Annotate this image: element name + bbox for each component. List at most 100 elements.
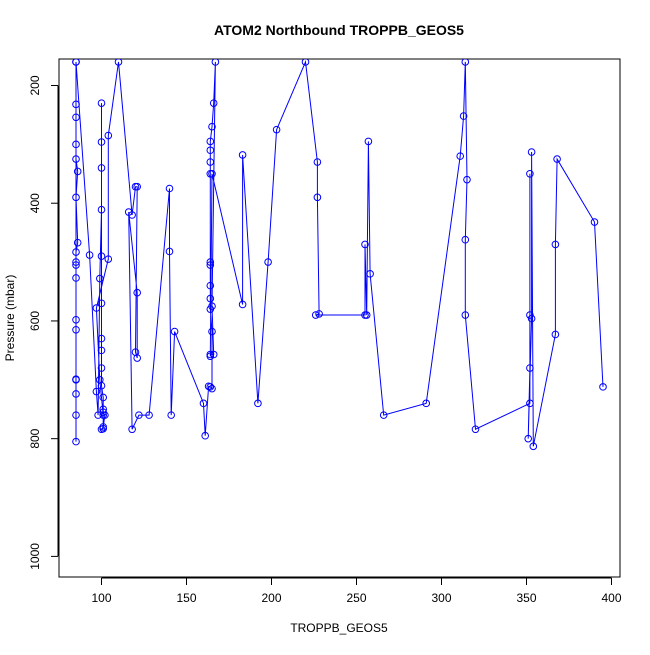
data-point xyxy=(135,411,143,419)
x-axis-label: TROPPB_GEOS5 xyxy=(290,621,388,635)
data-point xyxy=(361,240,369,249)
data-point xyxy=(551,330,560,339)
data-point xyxy=(422,399,431,408)
data-point xyxy=(461,235,470,244)
data-point xyxy=(366,270,374,278)
data-point xyxy=(73,238,82,247)
data-point xyxy=(301,59,310,66)
data-point xyxy=(599,383,607,391)
data-point xyxy=(471,425,480,434)
data-point xyxy=(97,299,106,308)
data-point xyxy=(97,334,106,343)
data-point xyxy=(72,315,80,324)
data-point xyxy=(461,311,470,319)
data-point xyxy=(97,205,106,214)
data-point xyxy=(97,364,106,372)
x-tick-label: 350 xyxy=(516,591,536,605)
data-point xyxy=(165,184,174,193)
data-point xyxy=(272,125,281,134)
data-point xyxy=(206,261,215,269)
data-point xyxy=(99,393,107,402)
data-point xyxy=(99,424,107,433)
data-point xyxy=(529,442,538,451)
data-point xyxy=(72,390,80,398)
data-point xyxy=(170,327,179,336)
data-point xyxy=(72,248,80,256)
data-point xyxy=(72,261,80,269)
data-point xyxy=(362,311,371,319)
data-point xyxy=(85,251,94,259)
data-point xyxy=(72,155,80,163)
data-point xyxy=(206,146,215,155)
data-point xyxy=(313,158,322,166)
data-point xyxy=(114,59,123,66)
x-tick-label: 100 xyxy=(91,591,111,605)
data-point xyxy=(104,131,113,140)
y-axis-label: Pressure (mbar) xyxy=(3,275,17,362)
data-point xyxy=(128,425,136,434)
data-point xyxy=(99,411,107,419)
data-point xyxy=(553,155,561,163)
x-tick-label: 250 xyxy=(346,591,366,605)
data-point xyxy=(201,431,209,440)
data-point xyxy=(72,59,80,66)
y-tick-label: 200 xyxy=(28,75,42,95)
data-point xyxy=(97,252,106,260)
data-point xyxy=(238,151,247,159)
data-point xyxy=(526,311,534,319)
data-point xyxy=(551,240,560,249)
data-point xyxy=(208,302,216,311)
data-point xyxy=(124,208,133,216)
y-axis: 200 400 600 800 1000 xyxy=(28,75,59,570)
data-point xyxy=(199,399,208,408)
data-point xyxy=(206,294,215,303)
data-point xyxy=(254,399,262,408)
data-point xyxy=(315,310,323,318)
data-point xyxy=(590,218,599,226)
data-point xyxy=(526,169,534,178)
data-point xyxy=(133,288,141,297)
data-point xyxy=(97,99,106,107)
y-tick-label: 800 xyxy=(28,428,42,448)
plot-area xyxy=(72,59,607,451)
data-point xyxy=(165,247,174,256)
y-tick-label: 600 xyxy=(28,311,42,331)
data-point xyxy=(167,411,175,419)
data-point xyxy=(97,164,106,172)
data-point xyxy=(73,167,82,176)
data-point xyxy=(206,158,215,166)
data-point xyxy=(92,387,101,396)
series-line xyxy=(75,60,604,447)
data-point xyxy=(206,258,215,266)
data-point xyxy=(463,175,471,184)
data-point xyxy=(206,281,215,290)
data-point xyxy=(97,346,106,355)
plot-frame xyxy=(58,58,621,578)
data-point xyxy=(72,437,80,446)
data-point xyxy=(311,311,320,319)
data-point xyxy=(238,300,247,309)
data-point xyxy=(379,411,388,419)
y-tick-label: 400 xyxy=(28,193,42,213)
data-point xyxy=(206,137,215,146)
data-point xyxy=(72,193,80,202)
data-point xyxy=(72,376,80,384)
data-point xyxy=(72,258,80,266)
x-tick-label: 400 xyxy=(601,591,621,605)
data-point xyxy=(459,112,468,120)
data-point xyxy=(264,258,272,266)
data-point xyxy=(526,364,534,372)
x-tick-label: 150 xyxy=(176,591,196,605)
data-point xyxy=(527,314,536,323)
data-point xyxy=(72,325,80,334)
data-point xyxy=(456,152,465,160)
data-point xyxy=(208,122,216,131)
data-point xyxy=(145,411,153,419)
data-point xyxy=(524,434,533,443)
data-point xyxy=(96,376,104,384)
data-point xyxy=(461,59,470,66)
data-point xyxy=(527,148,536,156)
data-point xyxy=(526,399,534,408)
data-point xyxy=(313,193,322,202)
